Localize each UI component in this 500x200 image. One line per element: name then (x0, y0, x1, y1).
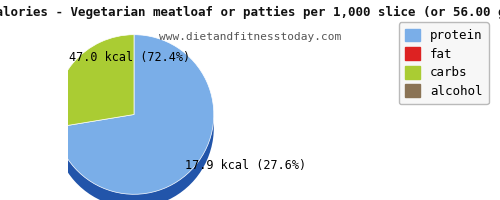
Text: Calories - Vegetarian meatloaf or patties per 1,000 slice (or 56.00 g): Calories - Vegetarian meatloaf or pattie… (0, 6, 500, 19)
Wedge shape (56, 35, 214, 194)
Wedge shape (54, 48, 134, 141)
Wedge shape (56, 48, 214, 200)
Text: 17.9 kcal (27.6%): 17.9 kcal (27.6%) (186, 159, 306, 172)
Text: 47.0 kcal (72.4%): 47.0 kcal (72.4%) (70, 51, 190, 64)
Text: www.dietandfitnesstoday.com: www.dietandfitnesstoday.com (159, 32, 341, 42)
Wedge shape (54, 35, 134, 127)
Legend: protein, fat, carbs, alcohol: protein, fat, carbs, alcohol (399, 22, 489, 104)
